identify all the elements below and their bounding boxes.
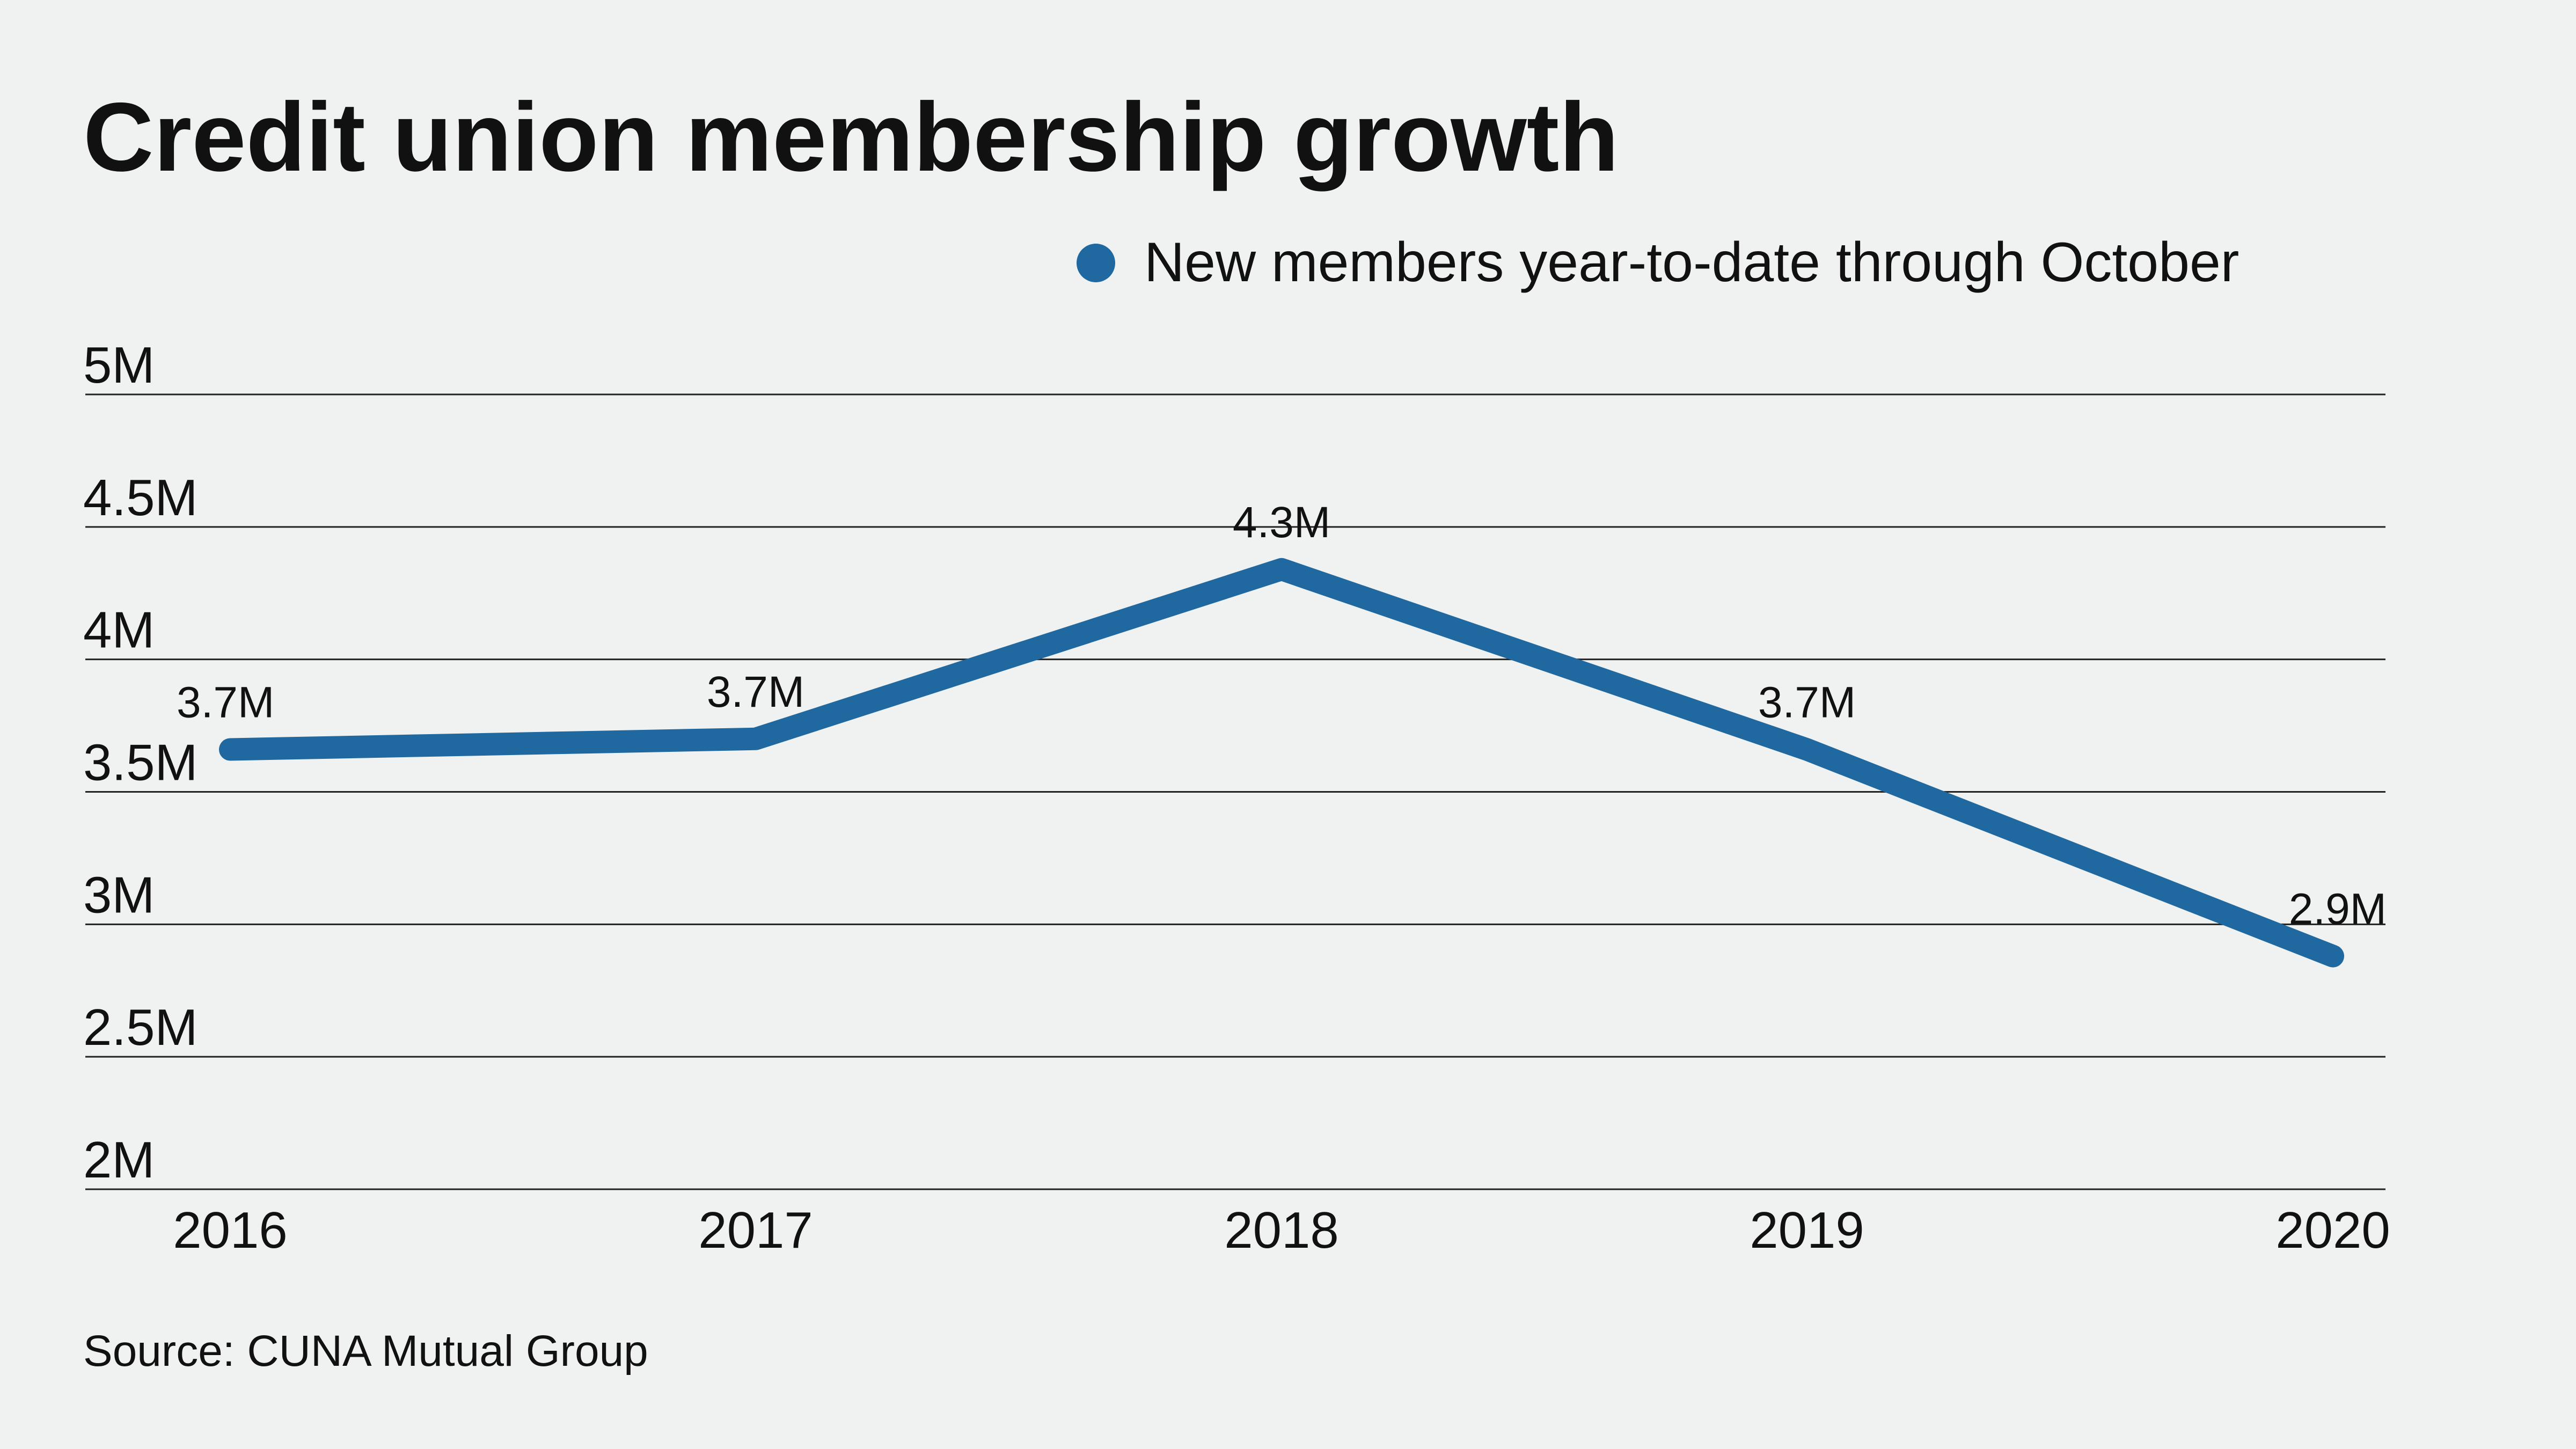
y-tick-label: 4M — [83, 602, 155, 659]
data-label: 3.7M — [177, 678, 274, 727]
series-line — [219, 558, 2344, 968]
data-point — [2332, 955, 2333, 957]
y-tick-label: 5M — [83, 336, 155, 394]
data-point — [755, 738, 756, 740]
y-tick-label: 3M — [83, 866, 155, 924]
data-point — [1281, 568, 1282, 570]
data-point — [230, 749, 231, 750]
data-point — [1806, 749, 1807, 750]
x-axis: 2016 2017 2018 2019 2020 — [173, 1202, 2390, 1259]
x-tick-label: 2016 — [173, 1202, 288, 1259]
x-tick-label: 2017 — [698, 1202, 813, 1259]
series: 3.7M 3.7M 4.3M 3.7M 2.9M — [177, 498, 2387, 968]
data-label: 3.7M — [1758, 678, 1856, 727]
legend-label: New members year-to-date through October — [1144, 231, 2239, 294]
data-label: 2.9M — [2289, 885, 2387, 934]
legend-marker — [1077, 244, 1115, 282]
y-tick-label: 3.5M — [83, 734, 197, 792]
x-tick-label: 2019 — [1750, 1202, 1864, 1259]
grid: 5M 4.5M 4M 3.5M 3M 2.5M 2M — [83, 336, 2385, 1190]
data-label: 4.3M — [1233, 498, 1330, 547]
source-note: Source: CUNA Mutual Group — [83, 1327, 648, 1375]
legend: New members year-to-date through October — [1077, 231, 2239, 294]
y-tick-label: 2M — [83, 1131, 155, 1189]
x-tick-label: 2018 — [1224, 1202, 1339, 1259]
y-tick-label: 4.5M — [83, 469, 197, 526]
data-label: 3.7M — [707, 668, 804, 716]
x-tick-label: 2020 — [2275, 1202, 2390, 1259]
chart-title: Credit union membership growth — [83, 82, 1619, 192]
y-tick-label: 2.5M — [83, 999, 197, 1056]
